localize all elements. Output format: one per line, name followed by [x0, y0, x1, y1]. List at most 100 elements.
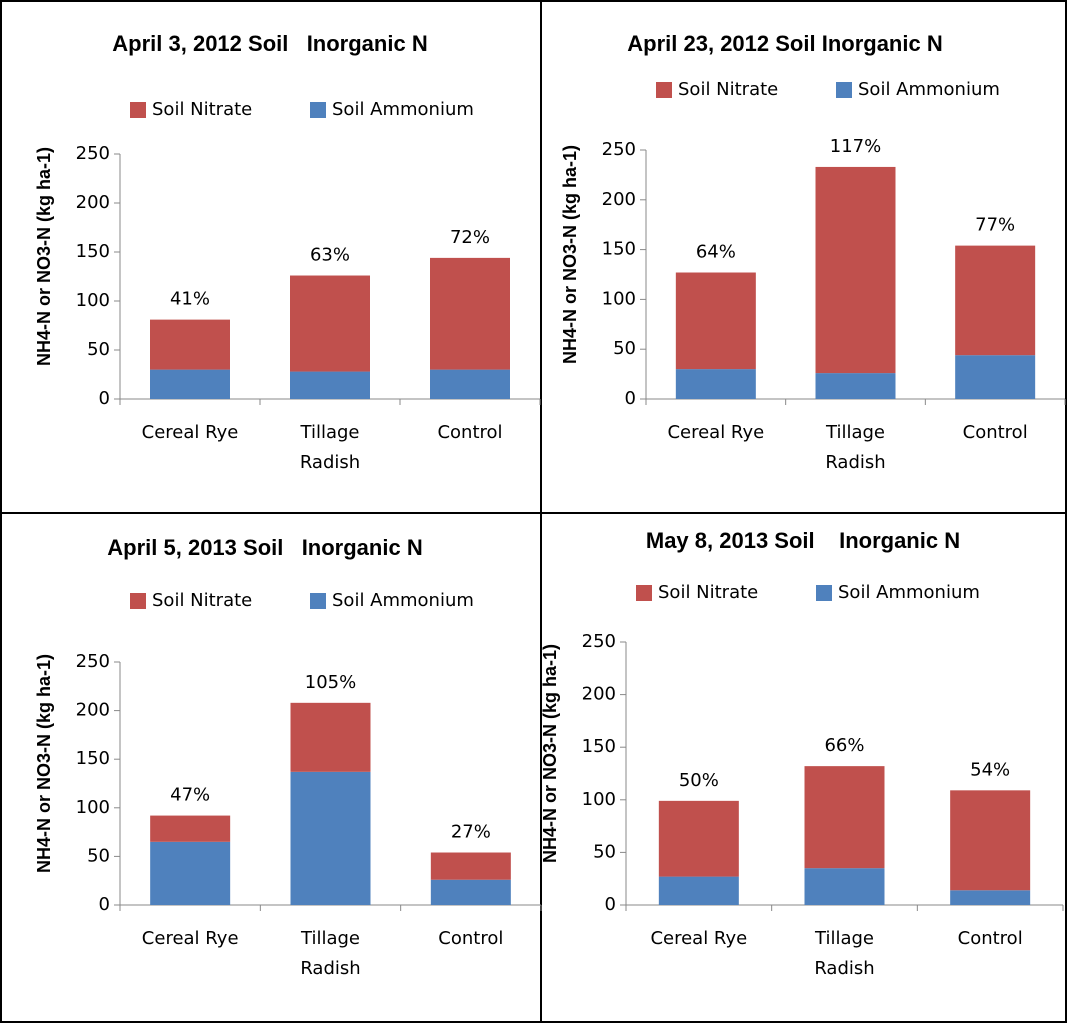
top-label: 41% — [170, 289, 210, 310]
x-tick-label: Cereal Rye — [142, 928, 239, 949]
bar-segment — [804, 766, 885, 869]
legend-swatch — [130, 593, 146, 609]
bar-segment — [430, 852, 511, 880]
x-tick-label: Control — [438, 928, 503, 949]
legend-label: Soil Nitrate — [658, 582, 758, 603]
x-tick-word: Radish — [825, 452, 885, 473]
y-tick-label: 250 — [76, 143, 110, 164]
bar-segment — [430, 879, 511, 905]
x-tick-label: Cereal Rye — [650, 928, 747, 949]
chart-title: May 8, 2013 Soil Inorganic N — [646, 528, 960, 553]
y-tick-label: 200 — [582, 684, 616, 705]
y-tick-label: 200 — [76, 700, 110, 721]
x-tick-label: Control — [958, 928, 1023, 949]
y-tick-label: 200 — [76, 192, 110, 213]
x-tick-label: Tillage Radish — [300, 422, 361, 473]
chart-title: April 3, 2012 Soil Inorganic N — [112, 31, 427, 56]
y-axis-label: NH4-N or NO3-N (kg ha-1) — [560, 145, 580, 364]
bar-segment — [430, 257, 510, 370]
top-label: 50% — [679, 770, 719, 791]
bar-segment — [675, 272, 756, 370]
bar-segment — [150, 815, 231, 842]
y-tick-label: 150 — [602, 239, 636, 260]
top-label: 105% — [305, 672, 356, 693]
bar-segment — [950, 790, 1031, 891]
y-tick-label: 50 — [87, 339, 110, 360]
x-tick-word: Tillage — [814, 928, 874, 949]
y-tick-label: 0 — [605, 894, 616, 915]
bar-segment — [950, 890, 1031, 905]
top-label: 63% — [310, 245, 350, 266]
x-tick-word: Tillage — [825, 422, 885, 443]
y-tick-label: 250 — [76, 651, 110, 672]
y-axis-label: NH4-N or NO3-N (kg ha-1) — [540, 644, 560, 863]
y-tick-label: 250 — [582, 631, 616, 652]
bar-segment — [290, 371, 370, 399]
legend-swatch — [836, 82, 852, 98]
top-label: 47% — [170, 785, 210, 806]
legend-swatch — [310, 102, 326, 118]
x-tick-label: Cereal Rye — [667, 422, 764, 443]
x-tick-word: Radish — [300, 452, 360, 473]
y-tick-label: 100 — [602, 288, 636, 309]
x-tick-word: Radish — [300, 958, 360, 979]
bar-segment — [675, 369, 756, 399]
y-axis-label: NH4-N or NO3-N (kg ha-1) — [34, 654, 54, 873]
x-tick-word: Tillage — [300, 422, 360, 443]
y-tick-label: 0 — [99, 894, 110, 915]
legend-swatch — [656, 82, 672, 98]
y-tick-label: 200 — [602, 189, 636, 210]
bar-segment — [815, 166, 896, 374]
top-label: 66% — [824, 735, 864, 756]
chart-title: April 23, 2012 Soil Inorganic N — [627, 31, 942, 56]
chart-panel: 0 50 100 150 200 250 Cereal Rye 41% Tillage Radis… — [34, 31, 541, 473]
legend-label: Soil Ammonium — [858, 79, 1000, 100]
y-tick-label: 150 — [76, 748, 110, 769]
top-label: 64% — [696, 242, 736, 263]
x-tick-label: Cereal Rye — [142, 422, 239, 443]
chart-title: April 5, 2013 Soil Inorganic N — [107, 535, 422, 560]
bar-segment — [804, 868, 885, 905]
legend-label: Soil Ammonium — [838, 582, 980, 603]
x-tick-word: Radish — [814, 958, 874, 979]
bar-segment — [150, 369, 230, 399]
y-tick-label: 150 — [582, 736, 616, 757]
bar-segment — [955, 245, 1036, 356]
bar-segment — [150, 841, 231, 905]
y-tick-label: 50 — [613, 338, 636, 359]
y-tick-label: 50 — [87, 845, 110, 866]
x-tick-label: Tillage Radish — [825, 422, 886, 473]
legend-label: Soil Ammonium — [332, 590, 474, 611]
bar-segment — [955, 355, 1036, 399]
legend-label: Soil Nitrate — [152, 590, 252, 611]
legend-swatch — [130, 102, 146, 118]
bar-segment — [290, 275, 370, 372]
y-tick-label: 0 — [99, 388, 110, 409]
bar-segment — [658, 876, 739, 905]
top-label: 117% — [830, 136, 881, 157]
y-tick-label: 100 — [76, 290, 110, 311]
y-tick-label: 50 — [593, 841, 616, 862]
x-tick-word: Tillage — [300, 928, 360, 949]
bar-segment — [290, 702, 371, 772]
top-label: 72% — [450, 227, 490, 248]
legend-label: Soil Nitrate — [678, 79, 778, 100]
y-tick-label: 100 — [76, 797, 110, 818]
x-tick-label: Control — [963, 422, 1028, 443]
chart-panel: 0 50 100 150 200 250 Cereal Rye 50% Tillage Radis… — [540, 528, 1064, 979]
chart-panel: 0 50 100 150 200 250 Cereal Rye 64% Tillage Radis… — [560, 31, 1066, 473]
legend-label: Soil Ammonium — [332, 99, 474, 120]
y-tick-label: 250 — [602, 139, 636, 160]
top-label: 27% — [451, 822, 491, 843]
legend-swatch — [816, 585, 832, 601]
y-tick-label: 0 — [625, 388, 636, 409]
bar-segment — [430, 369, 510, 399]
bar-segment — [150, 319, 230, 370]
y-tick-label: 100 — [582, 789, 616, 810]
x-tick-label: Tillage Radish — [814, 928, 875, 979]
x-tick-label: Control — [437, 422, 502, 443]
y-axis-label: NH4-N or NO3-N (kg ha-1) — [34, 147, 54, 366]
legend-swatch — [310, 593, 326, 609]
